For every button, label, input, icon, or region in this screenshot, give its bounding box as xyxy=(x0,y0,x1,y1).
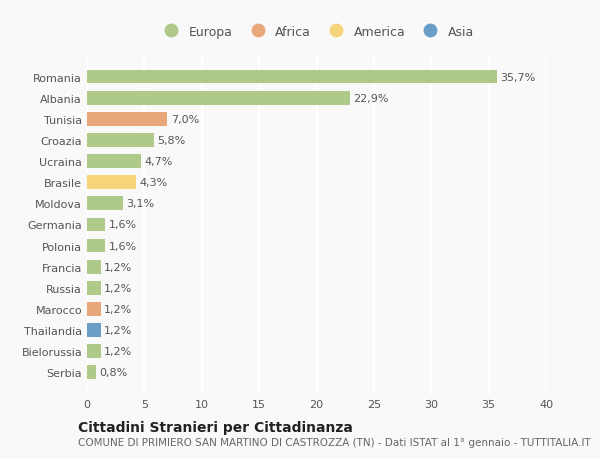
Text: 1,2%: 1,2% xyxy=(104,304,133,314)
Bar xyxy=(87,366,96,379)
Text: 0,8%: 0,8% xyxy=(100,368,128,377)
Text: 1,2%: 1,2% xyxy=(104,325,133,335)
Bar xyxy=(87,176,136,190)
Text: 5,8%: 5,8% xyxy=(157,135,185,146)
Bar xyxy=(87,197,122,211)
Bar xyxy=(87,71,497,84)
Bar xyxy=(87,134,154,147)
Text: 1,2%: 1,2% xyxy=(104,283,133,293)
Bar xyxy=(87,239,106,253)
Bar xyxy=(87,324,101,337)
Text: Cittadini Stranieri per Cittadinanza: Cittadini Stranieri per Cittadinanza xyxy=(78,420,353,434)
Bar xyxy=(87,302,101,316)
Bar xyxy=(87,260,101,274)
Text: 1,6%: 1,6% xyxy=(109,220,137,230)
Text: 1,6%: 1,6% xyxy=(109,241,137,251)
Text: 1,2%: 1,2% xyxy=(104,262,133,272)
Bar xyxy=(87,345,101,358)
Text: 22,9%: 22,9% xyxy=(353,94,389,103)
Legend: Europa, Africa, America, Asia: Europa, Africa, America, Asia xyxy=(154,21,479,44)
Text: 1,2%: 1,2% xyxy=(104,347,133,356)
Bar xyxy=(87,112,167,126)
Text: 4,3%: 4,3% xyxy=(140,178,168,188)
Bar xyxy=(87,281,101,295)
Text: 7,0%: 7,0% xyxy=(171,115,199,124)
Bar xyxy=(87,218,106,232)
Bar xyxy=(87,92,350,105)
Text: COMUNE DI PRIMIERO SAN MARTINO DI CASTROZZA (TN) - Dati ISTAT al 1° gennaio - TU: COMUNE DI PRIMIERO SAN MARTINO DI CASTRO… xyxy=(78,437,591,447)
Text: 35,7%: 35,7% xyxy=(500,73,535,82)
Text: 4,7%: 4,7% xyxy=(145,157,173,167)
Bar xyxy=(87,155,141,168)
Text: 3,1%: 3,1% xyxy=(126,199,154,209)
